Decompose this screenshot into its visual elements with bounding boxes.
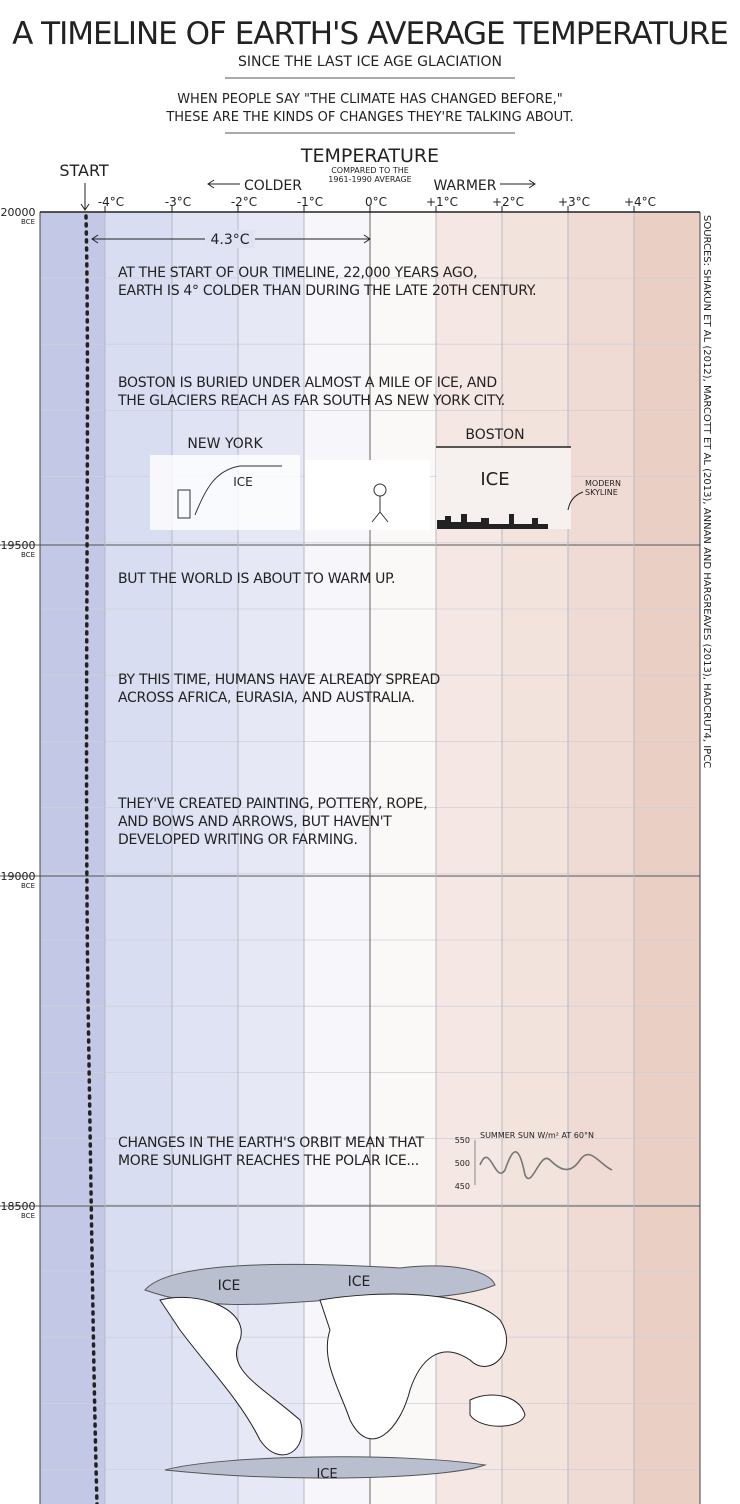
tick-label: -1°C [297,195,323,209]
annotation-line: AT THE START OF OUR TIMELINE, 22,000 YEA… [118,265,477,281]
annotations: AT THE START OF OUR TIMELINE, 22,000 YEA… [117,265,537,1169]
era-label: BCE [21,1212,35,1220]
ny-label: NEW YORK [187,436,263,452]
subtitle: SINCE THE LAST ICE AGE GLACIATION [238,54,502,70]
colder-label: COLDER [244,178,302,194]
span-bg [205,230,255,248]
ice-label: ICE [480,469,509,490]
year-label: 19000 [1,870,36,883]
skyline-label: MODERN [585,479,621,488]
axis-title: TEMPERATURE [300,145,439,167]
band [568,212,634,1504]
world-map: ICE ICE ICE [144,1263,526,1482]
panel [305,460,430,530]
sources: SOURCES: SHAKUN ET AL (2012), MARCOTT ET… [701,215,712,768]
temperature-ticks: -4°C -3°C -2°C -1°C 0°C +1°C +2°C +3°C +4°C [98,195,656,212]
ice-label: ICE [218,1278,241,1294]
boston-illustration: BOSTON ICE MODERN SKYLINE [436,427,621,529]
ice-label: ICE [348,1274,371,1290]
annotation-line: DEVELOPED WRITING OR FARMING. [118,832,358,848]
annotation-line: EARTH IS 4° COLDER THAN DURING THE LATE … [118,283,536,299]
panel [150,455,300,530]
annotation-line: CHANGES IN THE EARTH'S ORBIT MEAN THAT [118,1135,425,1151]
boston-label: BOSTON [465,427,524,443]
intro-line: THESE ARE THE KINDS OF CHANGES THEY'RE T… [165,110,573,125]
intro-line: WHEN PEOPLE SAY "THE CLIMATE HAS CHANGED… [177,92,563,107]
axis-note: COMPARED TO THE [331,166,409,175]
tick-label: +3°C [558,195,590,209]
australia [469,1394,526,1427]
arrow [207,179,240,189]
glacier [194,465,282,516]
arrow [567,491,584,511]
temperature-line [84,214,99,1504]
annotation-line: AND BOWS AND ARROWS, BUT HAVEN'T [118,814,392,830]
tick-label: +1°C [426,195,458,209]
ice-sheet [436,447,571,529]
axis-note: 1961-1990 AVERAGE [328,175,411,184]
graph-tick: 450 [455,1182,470,1191]
band [40,212,105,1504]
annotation-line: THE GLACIERS REACH AS FAR SOUTH AS NEW Y… [117,393,505,409]
annotation-line: THEY'VE CREATED PAINTING, POTTERY, ROPE, [117,796,427,812]
tick-label: +2°C [492,195,524,209]
arrow [80,183,90,211]
figure [371,496,389,523]
statue [177,489,191,519]
sun-graph: 550 500 450 SUMMER SUN W/m² AT 60°N [455,1131,613,1191]
tick-label: 0°C [365,195,387,209]
span-label: 4.3°C [210,232,249,248]
ny-illustration: NEW YORK ICE [150,436,430,530]
band [634,212,700,1504]
graph-title: SUMMER SUN W/m² AT 60°N [480,1131,594,1140]
annotation-line: BY THIS TIME, HUMANS HAVE ALREADY SPREAD [118,672,440,688]
annotation-line: MORE SUNLIGHT REACHES THE POLAR ICE... [118,1153,419,1169]
ice-label: ICE [316,1467,337,1482]
band [502,212,568,1504]
era-label: BCE [21,882,35,890]
ice-label: ICE [233,475,253,489]
south-ice [164,1456,487,1479]
graph-tick: 500 [455,1159,470,1168]
grid [0,212,701,1504]
tick-label: -3°C [165,195,191,209]
year-label: 18500 [1,1200,36,1213]
arrow [500,179,536,189]
start-label: START [59,161,109,180]
skyline [437,514,548,529]
title: A TIMELINE OF EARTH'S AVERAGE TEMPERATUR… [12,16,728,52]
tick-label: -4°C [98,195,124,209]
graph-line [479,1151,613,1179]
era-label: BCE [21,551,35,559]
year-label: 20000 [1,206,36,219]
annotation-line: BUT THE WORLD IS ABOUT TO WARM UP. [118,571,395,587]
era-label: BCE [21,218,35,226]
annotation-line: BOSTON IS BURIED UNDER ALMOST A MILE OF … [118,375,497,391]
americas [159,1296,303,1456]
tick-label: -2°C [231,195,257,209]
year-label: 19500 [1,539,36,552]
annotation-line: ACROSS AFRICA, EURASIA, AND AUSTRALIA. [118,690,415,706]
graph-tick: 550 [455,1136,470,1145]
skyline-label: SKYLINE [585,488,618,497]
tick-label: +4°C [624,195,656,209]
afro-eurasia [319,1293,507,1440]
warmer-label: WARMER [433,178,496,194]
